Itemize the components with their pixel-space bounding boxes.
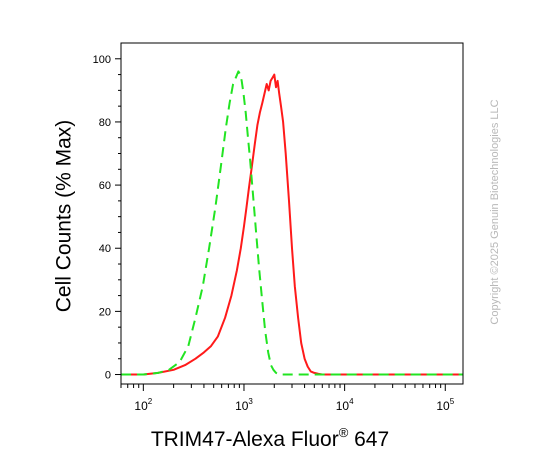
x-tick-label: 102 [134,397,152,413]
y-tick-label: 100 [93,54,111,66]
x-tick-label: 103 [235,397,253,413]
y-tick-label: 60 [99,180,111,192]
y-tick-label: 20 [99,306,111,318]
x-tick-label-exponent: 2 [148,397,153,406]
x-axis-title-suffix: 647 [348,428,389,451]
y-axis-title: Cell Counts (% Max) [53,120,76,313]
x-tick-label-exponent: 5 [450,397,455,406]
x-tick-label-base: 10 [336,399,350,413]
y-tick-label: 40 [99,243,111,255]
x-tick-label-base: 10 [436,399,450,413]
x-tick-label-base: 10 [134,399,148,413]
sample-series-line [121,73,463,376]
x-tick-label: 105 [436,397,454,413]
copyright-watermark: Copyright ©2025 Genuin Biotechnologies L… [489,99,501,324]
x-axis-title-registered: ® [339,425,349,440]
plot-frame [120,42,464,385]
y-tick-label: 80 [99,117,111,129]
x-tick-label-exponent: 4 [349,397,354,406]
y-tick-label: 0 [105,370,111,382]
x-axis-title-main: TRIM47-Alexa Fluor [151,428,339,451]
control-series-line [121,70,463,376]
series-layer [121,70,463,376]
x-tick-label: 104 [336,397,354,413]
x-tick-label-base: 10 [235,399,249,413]
x-tick-label-exponent: 3 [248,397,253,406]
x-axis-title: TRIM47-Alexa Fluor® 647 [151,425,389,451]
